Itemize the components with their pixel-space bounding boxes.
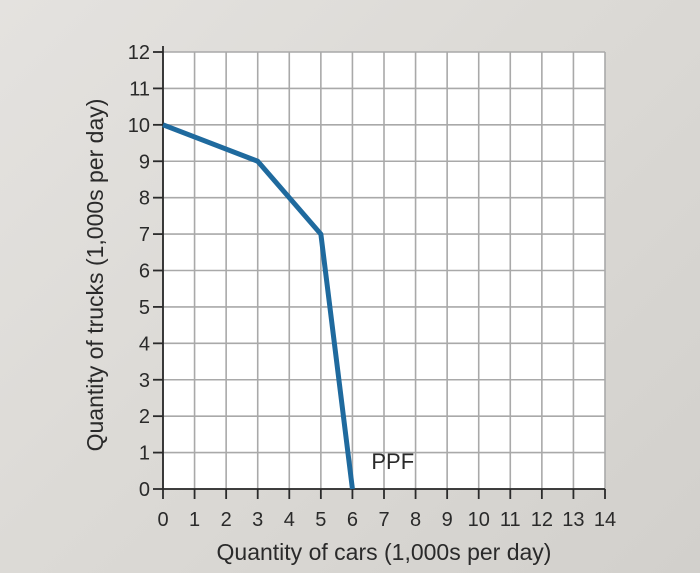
x-tick-label: 9 (442, 509, 453, 531)
x-tick-label: 5 (315, 509, 326, 531)
x-tick-label: 1 (189, 509, 200, 531)
x-tick-label: 8 (410, 509, 421, 531)
x-axis-title: Quantity of cars (1,000s per day) (217, 539, 552, 565)
y-tick-label: 6 (139, 261, 150, 283)
gridlines (162, 51, 606, 490)
y-tick-label: 8 (139, 188, 150, 210)
ppf-curve (162, 122, 355, 490)
x-tick-label: 3 (252, 509, 263, 531)
y-tick-label: 3 (139, 370, 150, 392)
y-tick-label: 12 (128, 42, 150, 64)
y-tick-label: 1 (139, 443, 150, 465)
y-tick-label: 4 (139, 333, 150, 355)
y-tick-label: 9 (139, 151, 150, 173)
x-tick-label: 7 (378, 509, 389, 531)
ppf-label: PPF (371, 449, 414, 474)
y-tick-label: 0 (139, 479, 150, 501)
annotations: PPF (371, 449, 414, 474)
y-tick-label: 11 (129, 78, 150, 100)
x-tick-label: 14 (594, 509, 616, 531)
x-tick-label: 4 (284, 509, 295, 531)
x-tick-label: 12 (531, 509, 553, 531)
x-tick-label: 0 (157, 509, 168, 531)
y-axis-title: Quantity of trucks (1,000s per day) (82, 99, 108, 452)
y-tick-label: 7 (139, 224, 150, 246)
y-tick-label: 2 (139, 406, 150, 428)
x-tick-label: 10 (468, 509, 490, 531)
series-layer (162, 122, 355, 490)
y-tick-label: 10 (128, 115, 150, 137)
x-tick-label: 6 (347, 509, 358, 531)
x-tick-label: 11 (500, 509, 521, 531)
x-axis-ticks: 0 1 2 3 4 5 6 7 8 9 10 11 12 13 14 (157, 489, 616, 531)
x-tick-label: 2 (221, 509, 232, 531)
x-tick-label: 13 (562, 509, 584, 531)
y-tick-label: 5 (139, 297, 150, 319)
